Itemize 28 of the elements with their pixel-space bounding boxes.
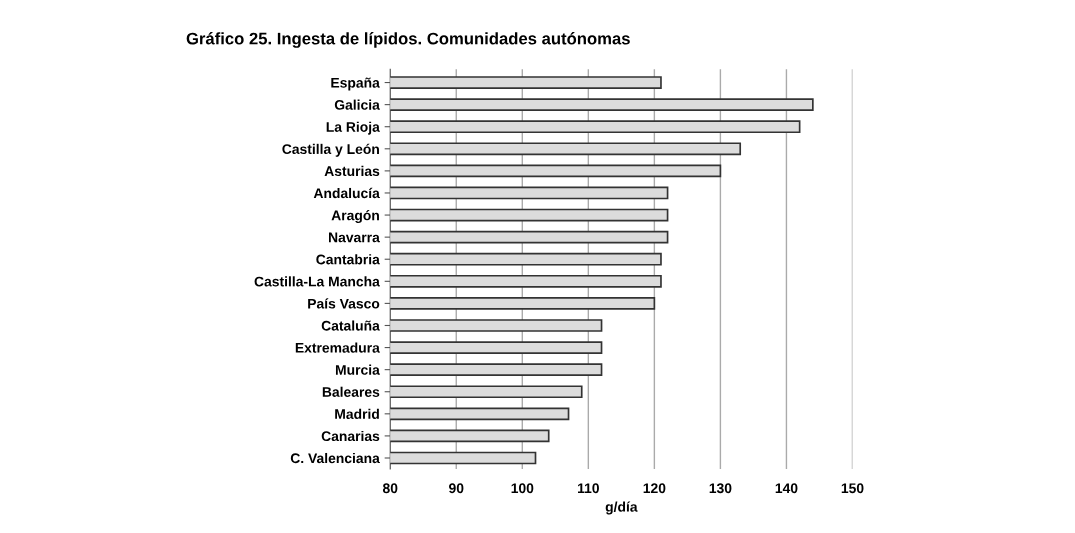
x-tick-label: 130 [709,483,732,494]
y-tick-label: Galicia [334,99,380,110]
y-tick-label: Castilla-La Mancha [254,276,380,287]
x-tick-label: 140 [775,483,798,494]
y-tick-label: C. Valenciana [290,452,380,464]
y-tick-label: Canarias [321,430,380,442]
y-tick-label: Cantabria [316,254,380,265]
y-tick-label: Murcia [335,364,380,375]
y-tick-label: La Rioja [326,121,380,135]
y-tick-label: Madrid [335,408,379,419]
y-tick-label: Andalucía [313,187,380,199]
y-tick-label: Asturias [324,165,380,177]
x-tick-label: 150 [841,483,864,494]
y-tick-label: Extremadura [295,342,380,353]
chart-title: Gráfico 25. Ingesta de lípidos. Comunidades autónomas [186,32,630,48]
x-tick-label: 110 [578,483,599,494]
x-tick-label: 90 [449,483,464,494]
y-tick-label: Baleares [322,386,380,397]
y-tick-label: España [331,77,380,91]
x-axis-title: g/día [605,501,638,515]
y-tick-label: Castilla y León [282,143,379,157]
y-tick-label: País Vasco [308,298,380,309]
y-tick-label: Navarra [329,232,380,243]
y-tick-label: Cataluña [321,320,380,331]
y-tick-label: Aragón [331,209,379,224]
x-tick-label: 120 [643,483,666,494]
x-tick-label: 80 [382,483,398,494]
x-tick-label: 100 [511,483,534,494]
